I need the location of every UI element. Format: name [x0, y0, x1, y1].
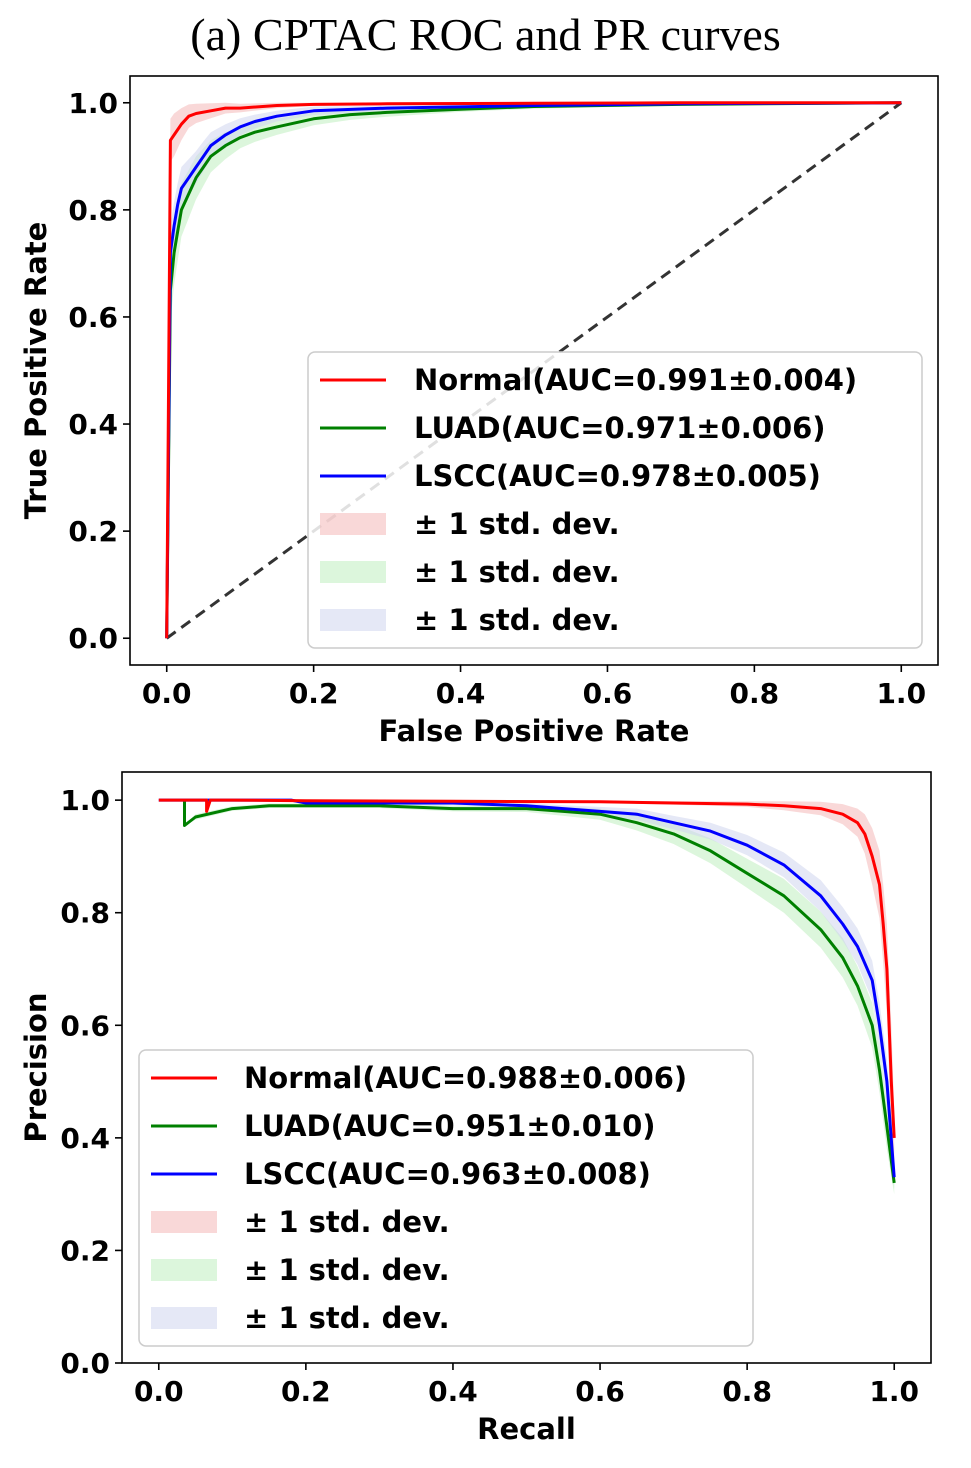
legend-label: ± 1 std. dev.	[244, 1205, 450, 1239]
legend-swatch	[320, 561, 386, 583]
legend-label: Normal(AUC=0.991±0.004)	[414, 363, 857, 397]
legend-label: ± 1 std. dev.	[244, 1253, 450, 1287]
legend-swatch	[151, 1259, 217, 1281]
y-tick-label: 1.0	[68, 87, 118, 120]
x-axis-label: False Positive Rate	[379, 714, 690, 748]
y-tick-label: 0.8	[60, 897, 110, 930]
y-tick-label: 0.4	[68, 408, 118, 441]
legend-swatch	[151, 1307, 217, 1329]
y-tick-label: 0.2	[68, 515, 118, 548]
legend: Normal(AUC=0.988±0.006) LUAD(AUC=0.951±0.…	[138, 1049, 754, 1347]
y-tick-label: 0.6	[60, 1009, 110, 1042]
legend-swatch	[320, 513, 386, 535]
roc-plot: 0.0 0.2 0.4 0.6 0.8 1.0 0.0 0.2 0.4 0.6 0.8 1.0 Fals…	[19, 75, 939, 748]
series-line	[183, 800, 896, 1184]
x-tick-label: 0.6	[575, 1375, 625, 1408]
series-line	[165, 101, 902, 639]
x-tick-label: 0.8	[730, 677, 780, 710]
figure-title: (a) CPTAC ROC and PR curves	[190, 9, 781, 60]
legend-box	[307, 351, 923, 649]
series-line	[158, 798, 896, 1178]
x-tick-label: 0.2	[281, 1375, 331, 1408]
y-tick-label: 0.4	[60, 1122, 110, 1155]
y-tick-label: 1.0	[60, 784, 110, 817]
series-line	[158, 798, 896, 1138]
y-tick-label: 0.0	[60, 1347, 110, 1380]
legend-label: LUAD(AUC=0.971±0.006)	[414, 411, 826, 445]
legend-label: ± 1 std. dev.	[414, 555, 620, 589]
y-tick-label: 0.6	[68, 301, 118, 334]
x-axis-label: Recall	[477, 1412, 576, 1446]
legend-swatch	[151, 1211, 217, 1233]
series-line	[165, 101, 902, 639]
legend: Normal(AUC=0.991±0.004) LUAD(AUC=0.971±0.…	[307, 351, 923, 649]
legend-label: LUAD(AUC=0.951±0.010)	[244, 1109, 656, 1143]
y-tick-label: 0.8	[68, 194, 118, 227]
legend-label: ± 1 std. dev.	[414, 603, 620, 637]
y-axis-label: True Positive Rate	[19, 222, 53, 520]
series-line	[165, 101, 902, 639]
x-tick-label: 1.0	[869, 1375, 919, 1408]
y-axis-label: Precision	[19, 992, 53, 1142]
legend-label: ± 1 std. dev.	[244, 1301, 450, 1335]
legend-swatch	[320, 609, 386, 631]
plot-frame	[129, 75, 939, 666]
legend-box	[138, 1049, 754, 1347]
plot-frame	[121, 771, 932, 1364]
legend-label: ± 1 std. dev.	[414, 507, 620, 541]
legend-label: LSCC(AUC=0.978±0.005)	[414, 459, 821, 493]
x-tick-label: 1.0	[876, 677, 926, 710]
legend-label: Normal(AUC=0.988±0.006)	[244, 1061, 687, 1095]
x-tick-label: 0.0	[134, 1375, 184, 1408]
x-tick-label: 0.2	[289, 677, 339, 710]
x-tick-label: 0.8	[722, 1375, 772, 1408]
x-tick-label: 0.6	[583, 677, 633, 710]
x-tick-label: 0.4	[428, 1375, 478, 1408]
y-tick-label: 0.0	[68, 622, 118, 655]
x-tick-label: 0.0	[142, 677, 192, 710]
y-tick-label: 0.2	[60, 1234, 110, 1267]
pr-plot: 0.0 0.2 0.4 0.6 0.8 1.0 0.0 0.2 0.4 0.6 0.8 1.0 Reca…	[19, 771, 932, 1446]
legend-label: LSCC(AUC=0.963±0.008)	[244, 1157, 651, 1191]
x-tick-label: 0.4	[436, 677, 486, 710]
